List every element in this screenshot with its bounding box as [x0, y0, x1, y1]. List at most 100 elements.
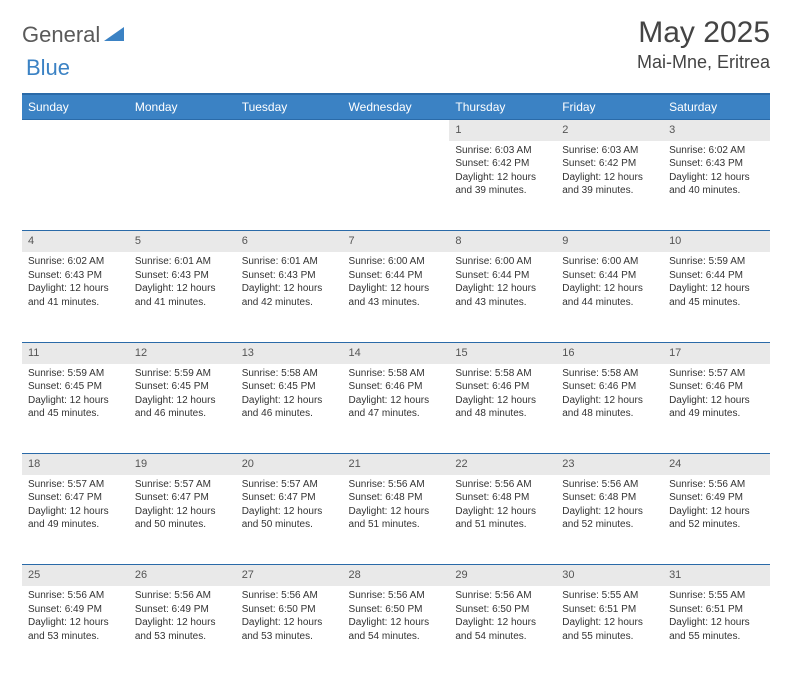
day-content-cell [129, 141, 236, 231]
day-content-cell: Sunrise: 6:02 AMSunset: 6:43 PMDaylight:… [663, 141, 770, 231]
sunrise-line: Sunrise: 5:55 AM [562, 589, 657, 603]
daylight-line: Daylight: 12 hours and 46 minutes. [242, 394, 337, 421]
day-content-cell: Sunrise: 5:56 AMSunset: 6:50 PMDaylight:… [449, 586, 556, 676]
sunset-line: Sunset: 6:44 PM [349, 269, 444, 283]
day-number-cell: 12 [129, 342, 236, 363]
weekday-header: Saturday [663, 94, 770, 120]
daylight-line: Daylight: 12 hours and 53 minutes. [242, 616, 337, 643]
day-number-cell: 29 [449, 565, 556, 586]
sunrise-line: Sunrise: 5:56 AM [349, 589, 444, 603]
daylight-line: Daylight: 12 hours and 45 minutes. [669, 282, 764, 309]
daylight-line: Daylight: 12 hours and 55 minutes. [669, 616, 764, 643]
day-content-cell: Sunrise: 5:56 AMSunset: 6:50 PMDaylight:… [236, 586, 343, 676]
day-number-cell: 14 [343, 342, 450, 363]
daylight-line: Daylight: 12 hours and 45 minutes. [28, 394, 123, 421]
day-content-row: Sunrise: 5:57 AMSunset: 6:47 PMDaylight:… [22, 475, 770, 565]
daylight-line: Daylight: 12 hours and 48 minutes. [562, 394, 657, 421]
sunrise-line: Sunrise: 5:56 AM [455, 589, 550, 603]
sunset-line: Sunset: 6:51 PM [562, 603, 657, 617]
sunset-line: Sunset: 6:46 PM [349, 380, 444, 394]
day-number-row: 123 [22, 120, 770, 141]
daylight-line: Daylight: 12 hours and 52 minutes. [562, 505, 657, 532]
sunrise-line: Sunrise: 6:03 AM [562, 144, 657, 158]
day-content-cell: Sunrise: 5:55 AMSunset: 6:51 PMDaylight:… [663, 586, 770, 676]
day-number-row: 11121314151617 [22, 342, 770, 363]
day-number-cell: 8 [449, 231, 556, 252]
sunrise-line: Sunrise: 5:56 AM [349, 478, 444, 492]
sunset-line: Sunset: 6:45 PM [28, 380, 123, 394]
day-number-cell: 30 [556, 565, 663, 586]
sunrise-line: Sunrise: 6:03 AM [455, 144, 550, 158]
daylight-line: Daylight: 12 hours and 39 minutes. [455, 171, 550, 198]
sunrise-line: Sunrise: 5:57 AM [135, 478, 230, 492]
daylight-line: Daylight: 12 hours and 53 minutes. [135, 616, 230, 643]
day-content-cell: Sunrise: 5:56 AMSunset: 6:49 PMDaylight:… [663, 475, 770, 565]
day-content-cell: Sunrise: 5:55 AMSunset: 6:51 PMDaylight:… [556, 586, 663, 676]
daylight-line: Daylight: 12 hours and 43 minutes. [455, 282, 550, 309]
day-number-cell: 13 [236, 342, 343, 363]
day-content-cell: Sunrise: 6:01 AMSunset: 6:43 PMDaylight:… [236, 252, 343, 342]
daylight-line: Daylight: 12 hours and 51 minutes. [455, 505, 550, 532]
sunrise-line: Sunrise: 6:00 AM [455, 255, 550, 269]
sunset-line: Sunset: 6:45 PM [135, 380, 230, 394]
weekday-header-row: SundayMondayTuesdayWednesdayThursdayFrid… [22, 94, 770, 120]
sunset-line: Sunset: 6:43 PM [28, 269, 123, 283]
day-content-cell: Sunrise: 5:58 AMSunset: 6:46 PMDaylight:… [449, 364, 556, 454]
brand-part2: Blue [26, 55, 70, 80]
day-content-cell: Sunrise: 5:56 AMSunset: 6:48 PMDaylight:… [556, 475, 663, 565]
sunrise-line: Sunrise: 5:57 AM [28, 478, 123, 492]
day-content-cell [236, 141, 343, 231]
sunset-line: Sunset: 6:44 PM [455, 269, 550, 283]
daylight-line: Daylight: 12 hours and 50 minutes. [135, 505, 230, 532]
day-content-row: Sunrise: 5:56 AMSunset: 6:49 PMDaylight:… [22, 586, 770, 676]
daylight-line: Daylight: 12 hours and 44 minutes. [562, 282, 657, 309]
location-label: Mai-Mne, Eritrea [637, 52, 770, 73]
daylight-line: Daylight: 12 hours and 49 minutes. [669, 394, 764, 421]
day-number-cell: 27 [236, 565, 343, 586]
sunrise-line: Sunrise: 5:58 AM [242, 367, 337, 381]
sunrise-line: Sunrise: 6:02 AM [669, 144, 764, 158]
sunset-line: Sunset: 6:43 PM [242, 269, 337, 283]
sunset-line: Sunset: 6:46 PM [669, 380, 764, 394]
daylight-line: Daylight: 12 hours and 46 minutes. [135, 394, 230, 421]
sunrise-line: Sunrise: 5:59 AM [135, 367, 230, 381]
day-content-cell: Sunrise: 6:02 AMSunset: 6:43 PMDaylight:… [22, 252, 129, 342]
day-number-cell: 28 [343, 565, 450, 586]
day-content-cell: Sunrise: 5:56 AMSunset: 6:48 PMDaylight:… [343, 475, 450, 565]
day-number-cell: 24 [663, 454, 770, 475]
day-number-cell: 1 [449, 120, 556, 141]
daylight-line: Daylight: 12 hours and 53 minutes. [28, 616, 123, 643]
sunset-line: Sunset: 6:46 PM [455, 380, 550, 394]
day-content-cell: Sunrise: 6:03 AMSunset: 6:42 PMDaylight:… [556, 141, 663, 231]
sunrise-line: Sunrise: 5:56 AM [455, 478, 550, 492]
day-content-cell: Sunrise: 6:00 AMSunset: 6:44 PMDaylight:… [343, 252, 450, 342]
sunrise-line: Sunrise: 5:58 AM [349, 367, 444, 381]
month-title: May 2025 [637, 16, 770, 50]
sunset-line: Sunset: 6:43 PM [669, 157, 764, 171]
calendar-body: 123Sunrise: 6:03 AMSunset: 6:42 PMDaylig… [22, 120, 770, 676]
sunset-line: Sunset: 6:47 PM [28, 491, 123, 505]
day-content-cell: Sunrise: 5:57 AMSunset: 6:46 PMDaylight:… [663, 364, 770, 454]
day-number-cell: 11 [22, 342, 129, 363]
daylight-line: Daylight: 12 hours and 47 minutes. [349, 394, 444, 421]
weekday-header: Friday [556, 94, 663, 120]
sunrise-line: Sunrise: 5:56 AM [669, 478, 764, 492]
day-number-cell: 9 [556, 231, 663, 252]
sunrise-line: Sunrise: 6:01 AM [242, 255, 337, 269]
day-content-cell: Sunrise: 6:00 AMSunset: 6:44 PMDaylight:… [556, 252, 663, 342]
day-number-cell: 6 [236, 231, 343, 252]
daylight-line: Daylight: 12 hours and 41 minutes. [28, 282, 123, 309]
day-number-row: 25262728293031 [22, 565, 770, 586]
sunrise-line: Sunrise: 5:57 AM [242, 478, 337, 492]
weekday-header: Thursday [449, 94, 556, 120]
day-number-cell: 2 [556, 120, 663, 141]
day-number-cell: 25 [22, 565, 129, 586]
day-number-cell [22, 120, 129, 141]
day-content-cell: Sunrise: 5:56 AMSunset: 6:48 PMDaylight:… [449, 475, 556, 565]
sunset-line: Sunset: 6:48 PM [455, 491, 550, 505]
day-number-row: 18192021222324 [22, 454, 770, 475]
daylight-line: Daylight: 12 hours and 54 minutes. [349, 616, 444, 643]
day-number-cell: 23 [556, 454, 663, 475]
sunrise-line: Sunrise: 5:56 AM [28, 589, 123, 603]
day-number-cell: 5 [129, 231, 236, 252]
